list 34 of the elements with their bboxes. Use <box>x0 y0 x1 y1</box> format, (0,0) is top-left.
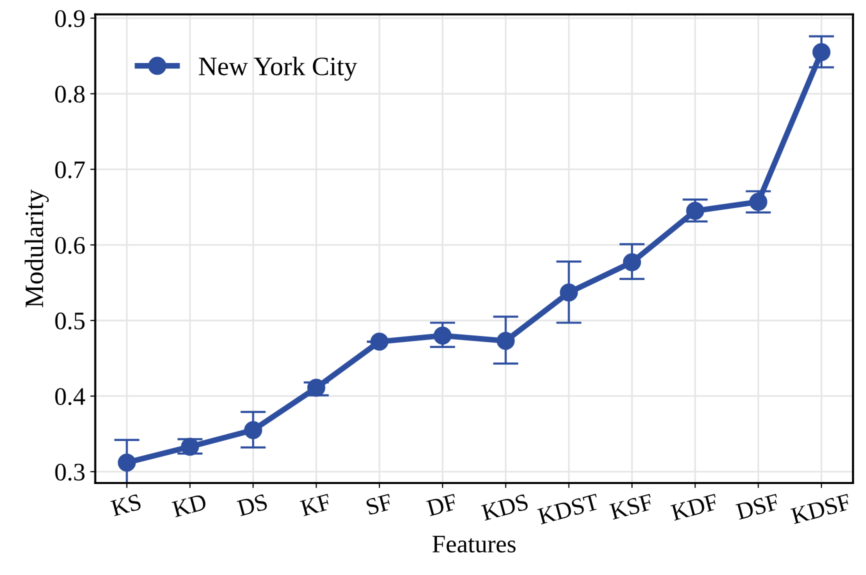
point <box>686 202 704 220</box>
y-tick-label: 0.9 <box>55 10 85 28</box>
x-tick-label: KSF <box>609 494 654 520</box>
y-tick-label: 0.3 <box>55 464 85 481</box>
x-tick-label: KDSF <box>790 494 852 524</box>
y-tick-label: 0.8 <box>55 86 85 103</box>
point <box>812 43 830 62</box>
y-tick-label: 0.6 <box>55 236 85 254</box>
point <box>434 326 452 345</box>
y-tick-label: 0.5 <box>55 312 85 330</box>
x-tick-label: KF <box>300 494 332 516</box>
x-tick-label: KS <box>110 494 142 516</box>
x-tick-label: DS <box>236 494 268 516</box>
point <box>622 253 642 272</box>
point <box>180 438 200 456</box>
x-tick-label: KDST <box>537 494 600 525</box>
x-tick-label: DSF <box>735 494 780 520</box>
x-tick-label: KDF <box>670 494 719 521</box>
legend-label: New York City <box>198 56 358 81</box>
x-axis-title: Features <box>432 536 516 553</box>
point <box>244 421 262 440</box>
x-tick-label: SF <box>366 494 393 516</box>
y-axis-title: Modularity <box>24 189 49 308</box>
x-tick-label: DF <box>426 494 458 516</box>
x-tick-label: KD <box>172 494 208 518</box>
point <box>370 332 388 351</box>
y-tick-label: 0.7 <box>55 161 85 178</box>
point <box>307 378 326 397</box>
x-tick-label: KDS <box>480 494 529 521</box>
point <box>118 454 136 472</box>
point <box>560 284 578 302</box>
point <box>496 332 515 350</box>
point <box>749 192 768 211</box>
y-tick-label: 0.4 <box>55 388 86 406</box>
